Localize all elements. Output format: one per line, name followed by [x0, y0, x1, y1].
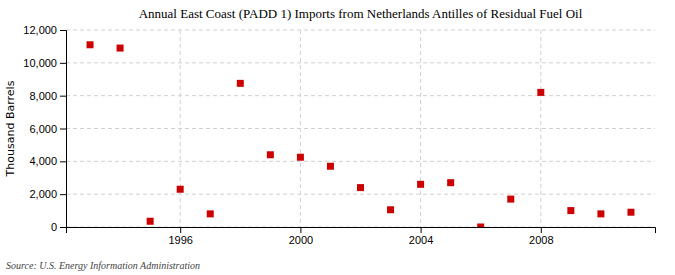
- points: [87, 41, 635, 227]
- point: [417, 181, 424, 188]
- y-grid-line: [66, 95, 655, 96]
- point: [477, 224, 484, 228]
- point: [357, 184, 364, 191]
- point: [207, 210, 214, 217]
- y-tick-mark: [60, 30, 66, 31]
- x-tick-label: 2004: [409, 234, 433, 246]
- y-tick: 4,000: [29, 155, 66, 167]
- x-tick-mark: [180, 227, 181, 233]
- point: [447, 179, 454, 186]
- y-tick-label: 8,000: [29, 90, 57, 102]
- y-axis: 0 2,000 4,000 6,000 8,000 10,000 12,000: [23, 24, 66, 233]
- x-tick: 1996: [168, 227, 192, 246]
- point: [267, 151, 274, 158]
- x-tick: 2000: [289, 227, 313, 246]
- point: [87, 41, 94, 48]
- y-grid-line: [66, 194, 655, 195]
- point: [387, 206, 394, 213]
- point: [327, 163, 334, 170]
- x-axis: 1996 2000 2004 2008: [67, 227, 656, 246]
- point: [117, 45, 124, 52]
- y-tick-mark: [60, 194, 66, 195]
- y-grid-line: [66, 62, 655, 63]
- y-tick-label: 4,000: [29, 155, 57, 167]
- y-tick-mark: [60, 63, 66, 64]
- point: [177, 186, 184, 193]
- x-grid-line: [540, 30, 541, 227]
- x-axis-line: [67, 228, 656, 234]
- y-tick-label: 0: [51, 221, 57, 233]
- plot: 1996 2000 2004 2008 0 2,000 4,000 6,000 8,000 10,…: [23, 24, 655, 246]
- y-tick-label: 12,000: [23, 24, 57, 36]
- x-tick: 2004: [409, 227, 433, 246]
- y-tick: 6,000: [29, 123, 66, 135]
- y-tick: 8,000: [29, 90, 66, 102]
- chart: 1996 2000 2004 2008 0 2,000 4,000 6,000 8,000 10,…: [0, 0, 675, 275]
- point: [297, 154, 304, 161]
- point: [507, 196, 514, 203]
- y-tick-label: 2,000: [29, 188, 57, 200]
- y-tick: 10,000: [23, 57, 66, 69]
- y-tick-mark: [60, 96, 66, 97]
- y-tick-label: 6,000: [29, 123, 57, 135]
- point: [147, 218, 154, 225]
- x-tick-mark: [541, 227, 542, 233]
- title: Annual East Coast (PADD 1) Imports from …: [139, 6, 583, 21]
- y-tick-mark: [60, 129, 66, 130]
- x-grid-line: [420, 30, 421, 227]
- y-tick-label: 10,000: [23, 57, 57, 69]
- x-tick-mark: [421, 227, 422, 233]
- y-grid-line: [66, 128, 655, 129]
- point: [597, 210, 604, 217]
- grid: [66, 30, 655, 227]
- y-axis-title: Thousand Barrels: [4, 80, 17, 177]
- x-tick-label: 2008: [529, 234, 553, 246]
- y-tick: 0: [51, 221, 66, 233]
- y-tick-mark: [60, 161, 66, 162]
- point: [237, 80, 244, 87]
- y-grid-line: [66, 161, 655, 162]
- y-axis-line: [60, 31, 67, 228]
- y-grid-line: [66, 30, 655, 31]
- point: [627, 209, 634, 216]
- x-tick-mark: [300, 227, 301, 233]
- annotation: Source: U.S. Energy Information Administ…: [6, 260, 200, 271]
- x-tick-label: 2000: [289, 234, 313, 246]
- y-tick-mark: [60, 227, 66, 228]
- x-tick-label: 1996: [168, 234, 192, 246]
- y-tick: 12,000: [23, 24, 66, 36]
- point: [537, 89, 544, 96]
- point: [567, 207, 574, 214]
- x-tick: 2008: [529, 227, 553, 246]
- y-tick: 2,000: [29, 188, 66, 200]
